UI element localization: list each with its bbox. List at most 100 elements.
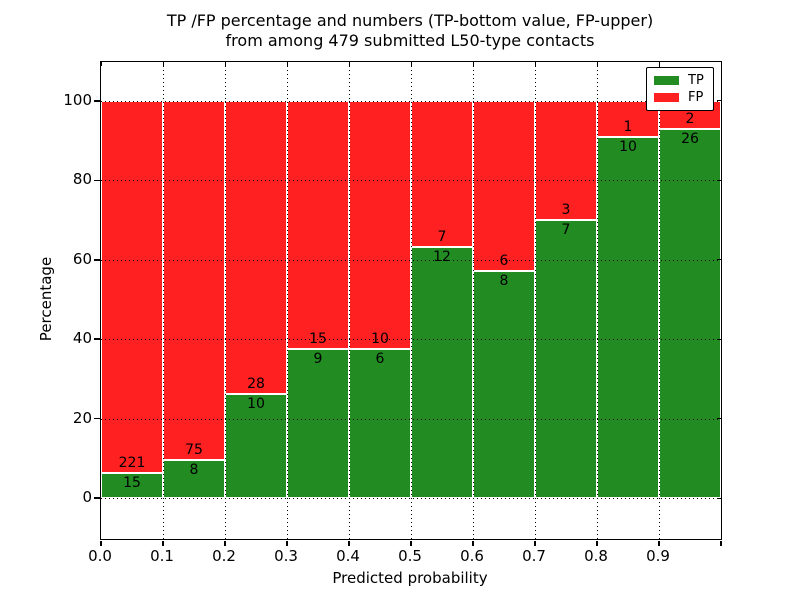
y-tick-right [717, 338, 721, 340]
x-tick [534, 540, 536, 546]
x-tick [162, 540, 164, 546]
bar-value-label-fp: 1 [623, 119, 633, 136]
bar-tp-segment [597, 137, 659, 499]
bar-fp-segment [411, 100, 473, 248]
bar-tp-segment [473, 271, 535, 499]
grid-layer [101, 62, 721, 539]
y-tick-label: 100 [63, 90, 92, 109]
x-tick [658, 540, 660, 546]
x-tick-label: 0.7 [522, 547, 546, 565]
bar-tp-segment [101, 472, 163, 499]
x-tick-top [720, 62, 722, 66]
x-tick-top [534, 62, 536, 66]
bar-fp-segment [473, 100, 535, 272]
gridline-vertical [348, 62, 350, 539]
y-tick [94, 100, 100, 102]
chart-title-line1: TP /FP percentage and numbers (TP-bottom… [166, 11, 654, 30]
bar-tp-segment [349, 349, 411, 499]
x-tick-label: 0.6 [460, 547, 484, 565]
x-tick-label: 0.8 [584, 547, 608, 565]
x-tick-top [596, 62, 598, 66]
x-tick-top [286, 62, 288, 66]
bar-value-label-tp: 12 [433, 249, 451, 266]
legend-item-label: TP [688, 72, 704, 88]
legend-item-label: FP [688, 89, 704, 105]
gridline-vertical [596, 62, 598, 539]
x-tick [100, 540, 102, 546]
gridline-horizontal [101, 498, 721, 500]
bar-value-label-fp: 28 [247, 375, 265, 392]
x-tick-label: 0.0 [88, 547, 112, 565]
bar-value-label-tp: 26 [681, 131, 699, 148]
x-tick-top [224, 62, 226, 66]
y-tick-label: 0 [82, 488, 92, 507]
x-tick-top [162, 62, 164, 66]
bar-value-label-tp: 6 [375, 351, 385, 368]
gridline-vertical [224, 62, 226, 539]
bar-value-label-fp: 6 [499, 253, 509, 270]
bar-fp-segment [349, 100, 411, 350]
x-tick-top [410, 62, 412, 66]
bar-tp-segment [163, 459, 225, 499]
chart-title: TP /FP percentage and numbers (TP-bottom… [10, 11, 800, 51]
bars-layer [101, 62, 721, 539]
bar-value-label-fp: 10 [371, 331, 389, 348]
y-tick-right [717, 179, 721, 181]
x-tick [224, 540, 226, 546]
y-tick-right [717, 418, 721, 420]
plot-area: 221 15 75 8 28 10 15 9 10 6 7 12 6 8 3 7 1 10 2 26 TP FP [94, 61, 722, 546]
x-tick-label: 0.1 [150, 547, 174, 565]
gridline-vertical [410, 62, 412, 539]
y-tick-right [717, 100, 721, 102]
bar-tp-segment [287, 349, 349, 499]
x-tick-label: 0.4 [336, 547, 360, 565]
x-tick-top [348, 62, 350, 66]
fp-legend-swatch [654, 93, 679, 102]
bar-value-label-fp: 75 [185, 441, 203, 458]
x-tick [472, 540, 474, 546]
legend: TP FP [646, 67, 714, 111]
y-tick [94, 338, 100, 340]
bar-tp-segment [225, 393, 287, 499]
x-tick-top [472, 62, 474, 66]
gridline-horizontal [101, 339, 721, 341]
gridline-horizontal [101, 418, 721, 420]
y-tick-label: 80 [72, 170, 92, 189]
gridline-horizontal [101, 259, 721, 261]
y-tick [94, 179, 100, 182]
y-tick [94, 497, 100, 499]
bar-value-label-tp: 10 [619, 139, 637, 156]
x-tick-label: 0.9 [646, 547, 670, 565]
bar-value-label-fp: 15 [309, 331, 327, 348]
legend-item: FP [654, 89, 706, 105]
bar-labels-layer: 221 15 75 8 28 10 15 9 10 6 7 12 6 8 3 7 1 10 2 26 [101, 62, 721, 539]
y-tick [94, 417, 100, 420]
bar-value-label-fp: 221 [118, 454, 146, 471]
y-tick-right [717, 497, 721, 499]
bar-value-label-tp: 10 [247, 395, 265, 412]
gridline-vertical [472, 62, 474, 539]
bar-value-label-tp: 15 [123, 474, 141, 491]
chart-title-line2: from among 479 submitted L50-type contac… [225, 31, 595, 50]
bar-value-label-tp: 8 [189, 461, 199, 478]
x-tick-label: 0.5 [398, 547, 422, 565]
gridline-vertical [658, 62, 660, 539]
gridline-horizontal [101, 180, 721, 182]
x-tick-top [100, 62, 102, 66]
bar-value-label-tp: 7 [561, 222, 571, 239]
x-tick [286, 540, 288, 546]
y-tick-label: 40 [72, 329, 92, 348]
gridline-horizontal [101, 100, 721, 102]
gridline-vertical [286, 62, 288, 539]
legend-item: TP [654, 72, 706, 88]
y-tick-label: 60 [72, 249, 92, 268]
x-tick [348, 540, 350, 546]
bar-tp-segment [659, 129, 721, 499]
x-tick-label: 0.3 [274, 547, 298, 565]
gridline-vertical [534, 62, 536, 539]
bar-value-label-fp: 7 [437, 229, 447, 246]
bar-fp-segment [225, 100, 287, 394]
y-tick-right [717, 259, 721, 261]
y-tick-label: 20 [72, 408, 92, 427]
